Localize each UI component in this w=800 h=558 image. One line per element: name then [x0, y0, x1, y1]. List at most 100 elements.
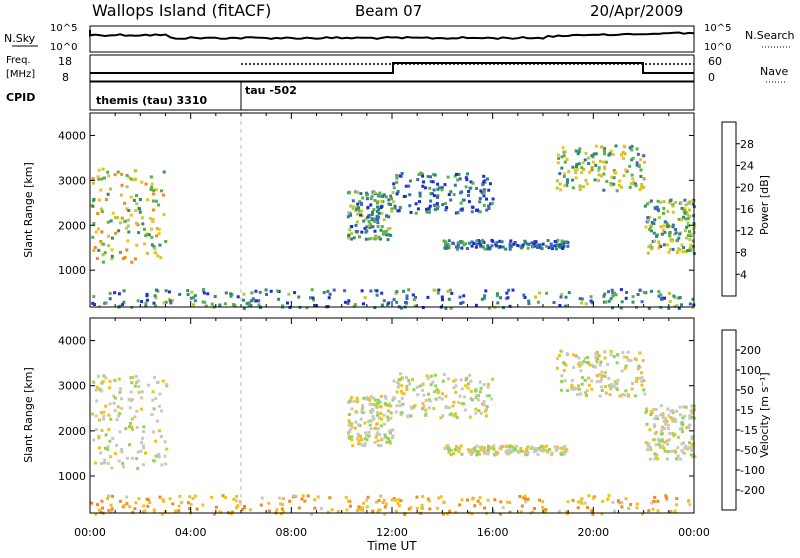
- echo-cell: [426, 175, 430, 179]
- echo-cell: [357, 442, 360, 446]
- echo-cell: [544, 449, 548, 453]
- echo-cell: [530, 241, 534, 245]
- echo-cell: [690, 248, 694, 252]
- echo-cell: [665, 439, 669, 443]
- echo-cell: [390, 197, 394, 201]
- echo-cell: [455, 415, 459, 419]
- echo-cell: [462, 294, 466, 298]
- echo-cell: [510, 444, 514, 448]
- echo-cell: [648, 215, 652, 219]
- echo-cell: [532, 242, 536, 246]
- echo-cell: [653, 218, 657, 222]
- nsearch-label: N.Search: [745, 29, 795, 42]
- echo-cell: [189, 502, 193, 506]
- echo-cell: [383, 512, 387, 516]
- echo-cell: [432, 188, 436, 192]
- echo-cell: [135, 221, 138, 225]
- echo-cell: [590, 387, 594, 391]
- echo-cell: [379, 494, 383, 498]
- x-tick-label: 20:00: [577, 526, 609, 539]
- echo-cell: [476, 239, 480, 243]
- echo-cell: [418, 384, 422, 388]
- echo-cell: [490, 201, 494, 205]
- echo-cell: [362, 302, 365, 306]
- echo-cell: [623, 152, 627, 156]
- echo-cell: [379, 237, 382, 241]
- echo-cell: [454, 384, 458, 388]
- echo-cell: [576, 393, 580, 397]
- echo-cell: [591, 496, 595, 500]
- echo-cell: [375, 289, 379, 293]
- echo-cell: [132, 198, 136, 202]
- echo-cell: [443, 243, 447, 247]
- echo-cell: [155, 419, 159, 423]
- echo-cell: [127, 209, 131, 212]
- echo-cell: [482, 449, 486, 453]
- echo-cell: [130, 417, 134, 421]
- echo-cell: [492, 444, 496, 448]
- echo-cell: [257, 303, 261, 307]
- echo-cell: [680, 218, 684, 222]
- echo-cell: [432, 288, 436, 292]
- echo-cell: [525, 452, 529, 456]
- echo-cell: [486, 449, 490, 453]
- echo-cell: [508, 444, 512, 448]
- echo-cell: [683, 209, 687, 213]
- echo-cell: [475, 242, 479, 246]
- echo-cell: [452, 242, 455, 246]
- echo-cell: [328, 292, 332, 296]
- echo-cell: [589, 295, 593, 299]
- echo-cell: [152, 508, 156, 512]
- echo-cell: [403, 512, 407, 516]
- echo-cell: [269, 289, 273, 293]
- echo-cell: [634, 182, 637, 186]
- echo-cell: [495, 240, 499, 244]
- echo-cell: [458, 503, 462, 507]
- echo-cell: [457, 449, 461, 453]
- echo-cell: [475, 444, 479, 448]
- echo-cell: [360, 289, 364, 293]
- echo-cell: [468, 186, 472, 190]
- echo-cell: [380, 303, 384, 307]
- echo-cell: [114, 216, 118, 220]
- echo-cell: [370, 218, 374, 222]
- echo-cell: [100, 499, 104, 503]
- echo-cell: [348, 421, 351, 425]
- echo-cell: [691, 455, 695, 459]
- echo-cell: [152, 208, 155, 212]
- echo-cell: [532, 450, 536, 454]
- echo-cell: [247, 301, 251, 305]
- echo-cell: [423, 186, 427, 190]
- echo-cell: [651, 500, 655, 503]
- echo-cell: [281, 497, 285, 501]
- echo-cell: [108, 386, 111, 390]
- echo-cell: [635, 147, 639, 151]
- echo-cell: [151, 398, 155, 402]
- echo-cell: [126, 224, 130, 228]
- echo-cell: [388, 227, 392, 231]
- echo-cell: [433, 390, 437, 394]
- echo-cell: [124, 427, 128, 431]
- echo-cell: [313, 498, 317, 502]
- echo-cell: [137, 231, 141, 235]
- echo-cell: [92, 222, 96, 225]
- echo-cell: [381, 501, 385, 504]
- echo-cell: [505, 444, 509, 448]
- echo-cell: [508, 242, 512, 246]
- echo-cell: [122, 465, 125, 469]
- echo-cell: [486, 447, 490, 451]
- echo-cell: [539, 448, 543, 452]
- echo-cell: [384, 195, 388, 199]
- echo-cell: [610, 288, 614, 292]
- echo-cell: [645, 422, 649, 426]
- echo-cell: [620, 153, 623, 157]
- echo-cell: [404, 184, 408, 188]
- echo-cell: [662, 207, 666, 210]
- echo-cell: [465, 178, 469, 182]
- echo-cell: [391, 428, 395, 432]
- echo-cell: [374, 435, 378, 439]
- echo-cell: [524, 500, 528, 504]
- echo-cell: [559, 388, 563, 392]
- echo-cell: [609, 183, 613, 187]
- echo-cell: [619, 306, 623, 310]
